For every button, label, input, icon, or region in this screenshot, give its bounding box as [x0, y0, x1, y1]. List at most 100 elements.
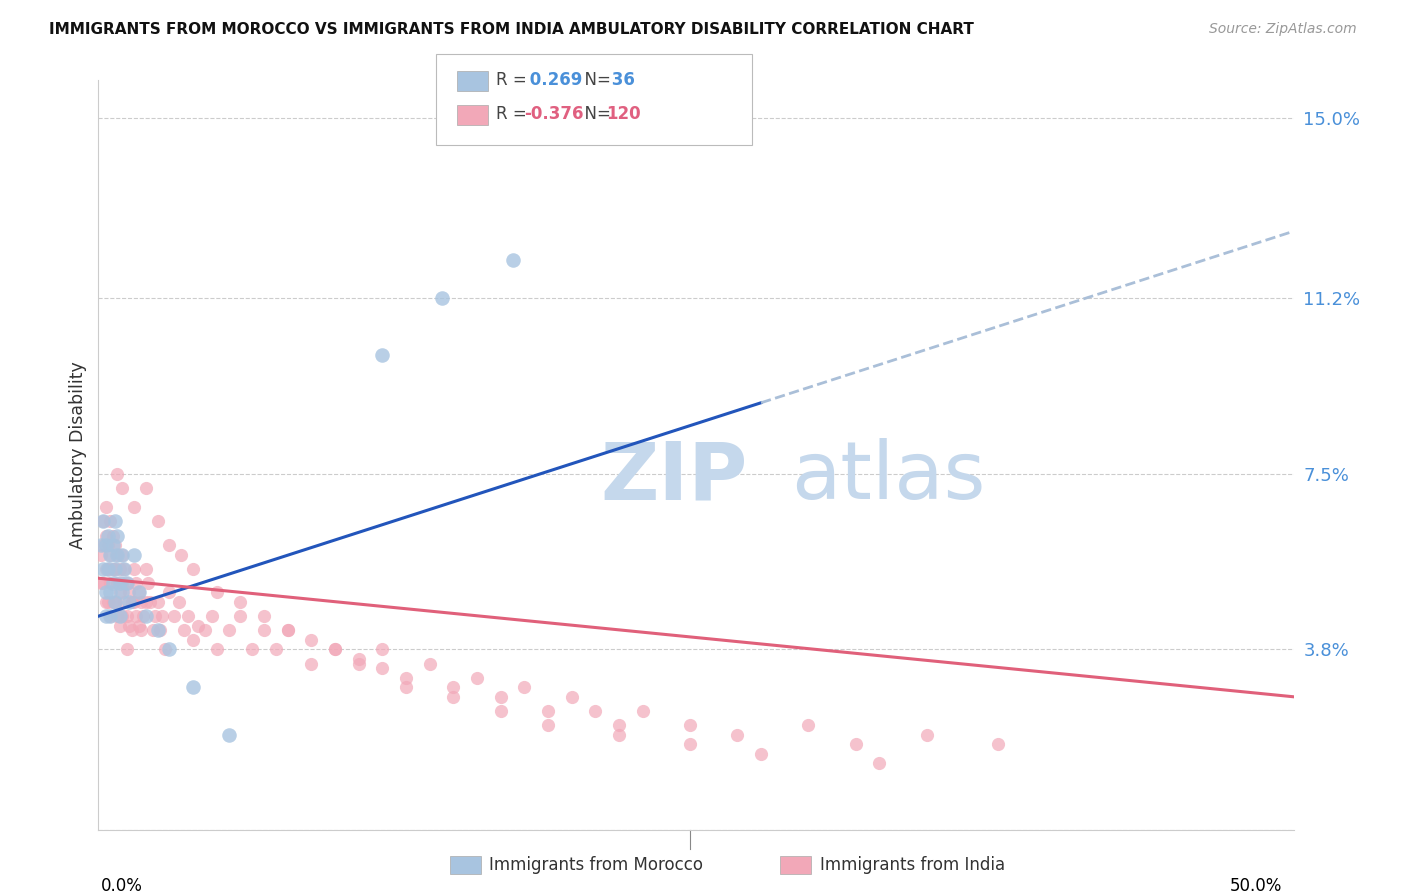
Point	[139, 595, 162, 609]
Point	[371, 642, 394, 657]
Point	[323, 642, 346, 657]
Point	[146, 514, 169, 528]
Point	[91, 538, 114, 552]
Point	[181, 681, 204, 695]
Point	[218, 624, 240, 638]
Text: Immigrants from Morocco: Immigrants from Morocco	[489, 856, 703, 874]
Point	[98, 576, 121, 591]
Point	[631, 704, 654, 718]
Point	[98, 609, 121, 624]
Point	[115, 576, 138, 591]
Point	[104, 562, 127, 576]
Point	[371, 348, 394, 362]
Point	[121, 595, 143, 609]
Point	[167, 595, 190, 609]
Point	[115, 576, 138, 591]
Point	[98, 514, 121, 528]
Point	[583, 704, 606, 718]
Point	[111, 609, 134, 624]
Point	[187, 618, 209, 632]
Point	[125, 576, 148, 591]
Point	[149, 624, 172, 638]
Point	[502, 253, 524, 268]
Point	[128, 618, 150, 632]
Text: 50.0%: 50.0%	[1229, 877, 1282, 892]
Point	[537, 704, 560, 718]
Point	[157, 538, 180, 552]
Point	[229, 609, 252, 624]
Text: 0.0%: 0.0%	[101, 877, 142, 892]
Point	[94, 609, 117, 624]
Point	[347, 652, 370, 666]
Y-axis label: Ambulatory Disability: Ambulatory Disability	[69, 361, 87, 549]
Text: ZIP: ZIP	[600, 438, 748, 516]
Point	[915, 728, 938, 742]
Point	[135, 595, 157, 609]
Point	[177, 609, 200, 624]
Text: 0.269: 0.269	[524, 71, 583, 89]
Text: R =: R =	[496, 105, 533, 123]
Point	[205, 642, 228, 657]
Point	[94, 538, 117, 552]
Point	[679, 718, 702, 732]
Point	[94, 585, 117, 599]
Point	[98, 585, 121, 599]
Point	[703, 7, 725, 21]
Point	[97, 528, 120, 542]
Point	[218, 728, 240, 742]
Text: atlas: atlas	[792, 438, 986, 516]
Point	[205, 585, 228, 599]
Point	[105, 528, 128, 542]
Point	[104, 595, 127, 609]
Point	[132, 609, 155, 624]
Point	[419, 657, 441, 671]
Point	[797, 718, 820, 732]
Point	[111, 481, 134, 495]
Point	[987, 737, 1010, 751]
Point	[323, 642, 346, 657]
Point	[347, 657, 370, 671]
Point	[170, 548, 193, 562]
Point	[194, 624, 217, 638]
Point	[94, 528, 117, 542]
Point	[465, 671, 488, 685]
Point	[97, 562, 120, 576]
Point	[105, 548, 128, 562]
Text: 36: 36	[606, 71, 636, 89]
Point	[101, 595, 124, 609]
Text: -0.376: -0.376	[524, 105, 583, 123]
Point	[201, 609, 224, 624]
Point	[122, 595, 145, 609]
Point	[111, 576, 134, 591]
Point	[229, 595, 252, 609]
Text: R =: R =	[496, 71, 533, 89]
Point	[122, 562, 145, 576]
Point	[299, 632, 322, 647]
Point	[537, 718, 560, 732]
Point	[135, 609, 157, 624]
Point	[104, 595, 127, 609]
Point	[125, 609, 148, 624]
Point	[395, 671, 418, 685]
Point	[101, 538, 124, 552]
Point	[607, 718, 630, 732]
Point	[153, 642, 176, 657]
Point	[157, 642, 180, 657]
Text: N=: N=	[574, 105, 616, 123]
Point	[121, 624, 143, 638]
Point	[118, 585, 141, 599]
Point	[277, 624, 299, 638]
Point	[868, 756, 890, 771]
Point	[108, 609, 131, 624]
Point	[136, 576, 159, 591]
Point	[142, 624, 165, 638]
Point	[115, 642, 138, 657]
Point	[264, 642, 287, 657]
Point	[94, 595, 117, 609]
Point	[98, 548, 121, 562]
Point	[97, 562, 120, 576]
Point	[489, 704, 512, 718]
Point	[173, 624, 195, 638]
Point	[90, 576, 112, 591]
Point	[108, 585, 131, 599]
